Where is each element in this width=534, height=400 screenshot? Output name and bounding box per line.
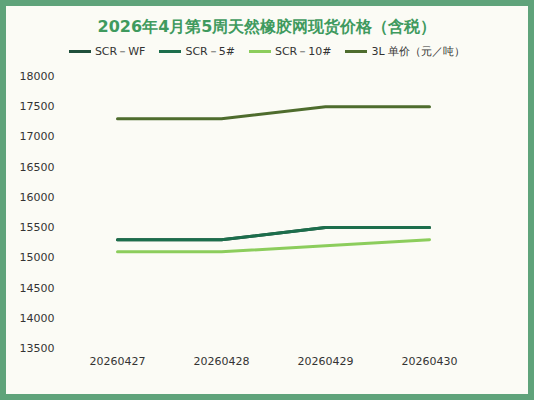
svg-text:20260430: 20260430 (402, 355, 458, 368)
svg-text:20260427: 20260427 (90, 355, 146, 368)
svg-text:20260428: 20260428 (194, 355, 250, 368)
svg-text:20260429: 20260429 (298, 355, 354, 368)
svg-text:14000: 14000 (20, 312, 55, 325)
svg-text:15000: 15000 (20, 251, 55, 264)
svg-text:15500: 15500 (20, 221, 55, 234)
svg-text:17000: 17000 (20, 130, 55, 143)
html-text:SCR－10#: SCR－10# (274, 44, 332, 58)
svg-text:17500: 17500 (20, 100, 55, 113)
html-text:SCR－5#: SCR－5# (185, 44, 235, 58)
html-text:SCR－WF: SCR－WF (94, 44, 146, 58)
svg-text:13500: 13500 (20, 342, 55, 355)
svg-text:14500: 14500 (20, 282, 55, 295)
svg-text:16000: 16000 (20, 191, 55, 204)
svg-text:18000: 18000 (20, 70, 55, 83)
html-text:2026年4月第5周天然橡胶网现货价格（含税）: 2026年4月第5周天然橡胶网现货价格（含税） (97, 17, 437, 36)
svg-text:16500: 16500 (20, 161, 55, 174)
html-text:3L 单价（元／吨）: 3L 单价（元／吨） (371, 44, 466, 58)
